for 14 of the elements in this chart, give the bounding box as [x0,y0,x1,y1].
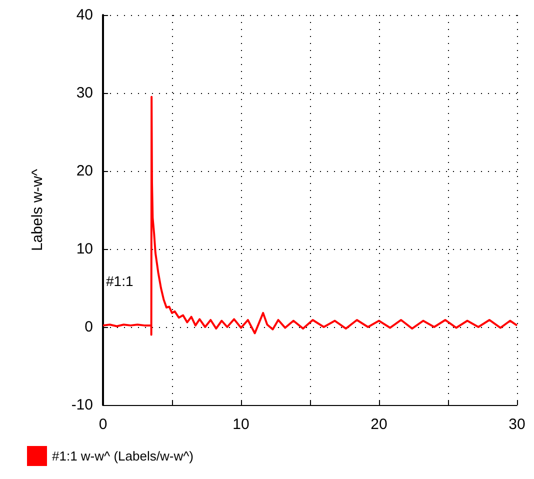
x-tick-label: 30 [508,416,526,433]
x-tick-label: 10 [232,416,250,433]
line-series [102,96,518,336]
y-tick-label: 10 [76,240,93,258]
x-tick-label: 0 [98,416,108,433]
y-tick-label: 30 [76,84,93,102]
y-tick-label: 0 [84,318,93,336]
legend-label: #1:1 w-w^ (Labels/w-w^) [52,448,194,464]
y-tick-label: -10 [71,396,93,414]
y-axis-title: Labels w-w^ [29,168,46,252]
y-tick-label: 40 [76,6,93,24]
y-tick-label: 20 [76,162,93,180]
annotation: #1:1 [106,273,134,289]
x-tick-label: 20 [370,416,388,433]
